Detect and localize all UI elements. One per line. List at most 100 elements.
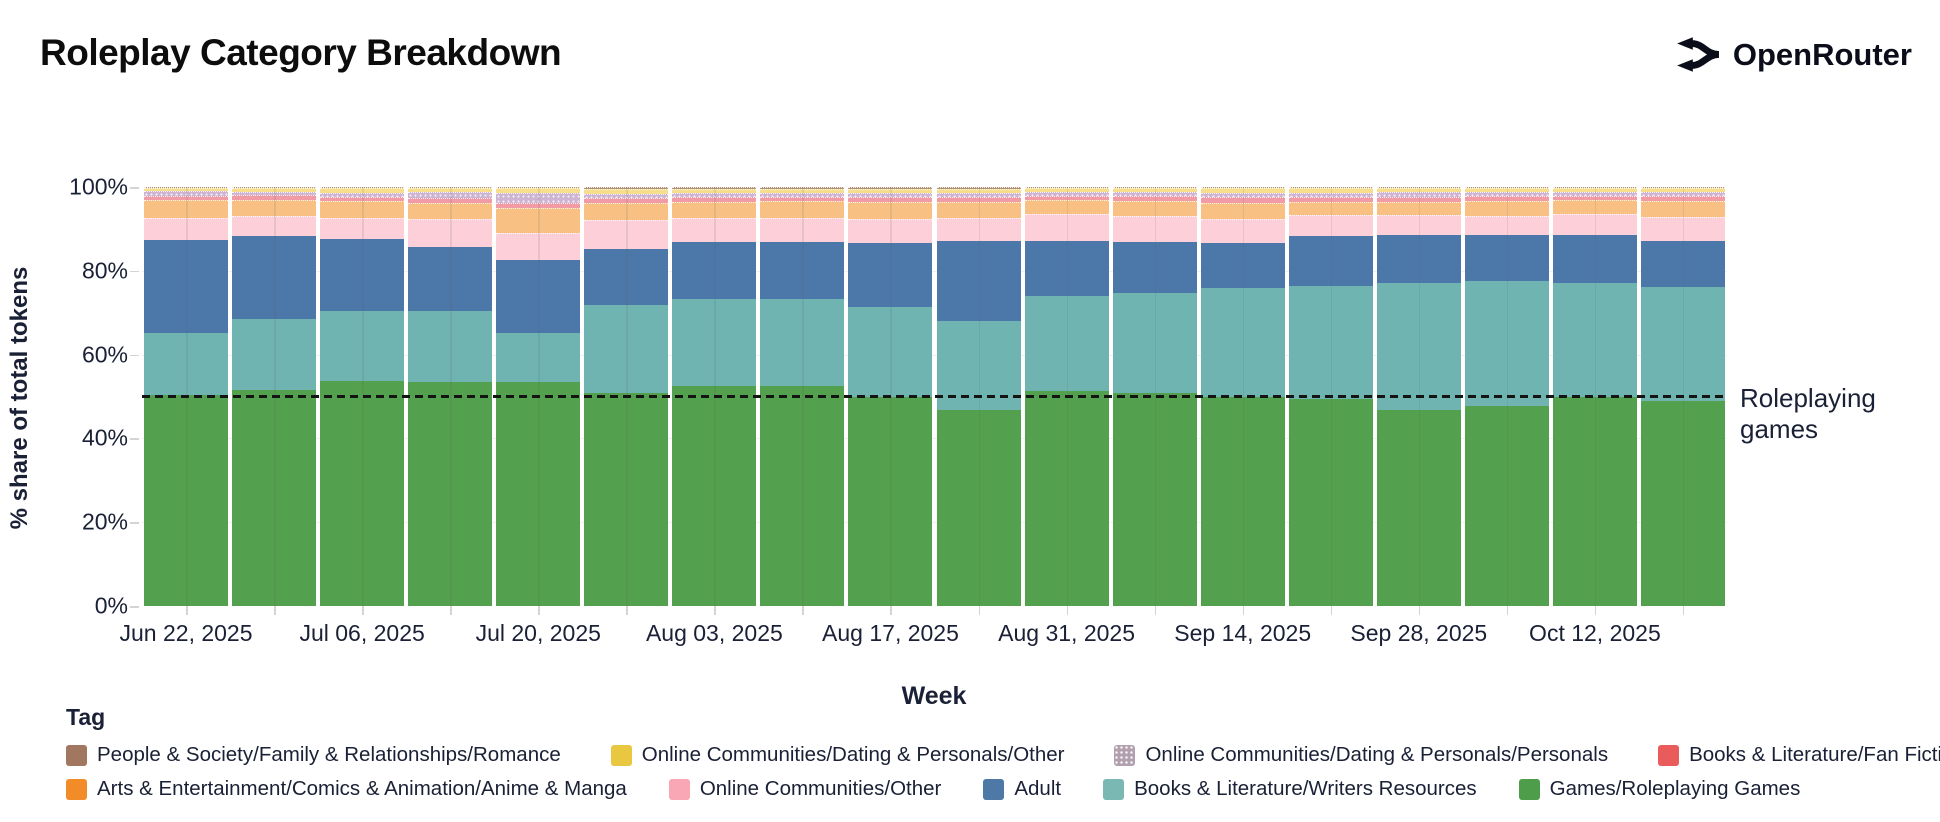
bar-segment-fan_fiction[interactable]	[1464, 196, 1549, 202]
bar-segment-oc_other[interactable]	[1288, 215, 1373, 237]
bar-segment-fan_fiction[interactable]	[320, 196, 405, 202]
bar-segment-anime_manga[interactable]	[232, 200, 317, 216]
bar-segment-anime_manga[interactable]	[408, 202, 493, 219]
bar-segment-rpg[interactable]	[408, 381, 493, 606]
bar-segment-dating_personals[interactable]	[1640, 192, 1725, 197]
bar-segment-anime_manga[interactable]	[1024, 200, 1109, 215]
bar-segment-oc_other[interactable]	[1200, 219, 1285, 243]
bar-segment-rpg[interactable]	[1464, 406, 1549, 606]
bar-week-aug-03-2025[interactable]	[672, 187, 757, 606]
legend-item-dating_other[interactable]: Online Communities/Dating & Personals/Ot…	[610, 743, 1064, 767]
bar-segment-rpg[interactable]	[760, 385, 845, 606]
bar-segment-anime_manga[interactable]	[936, 201, 1021, 218]
bar-segment-writers[interactable]	[1552, 283, 1637, 398]
bar-segment-adult[interactable]	[320, 238, 405, 312]
bar-segment-dating_other[interactable]	[584, 189, 669, 194]
bar-segment-anime_manga[interactable]	[1464, 201, 1549, 216]
bar-segment-romance[interactable]	[496, 187, 581, 189]
bar-segment-writers[interactable]	[320, 311, 405, 381]
bar-segment-anime_manga[interactable]	[144, 200, 229, 219]
bar-segment-dating_other[interactable]	[1288, 188, 1373, 193]
bar-segment-anime_manga[interactable]	[320, 201, 405, 219]
bar-segment-anime_manga[interactable]	[1552, 200, 1637, 215]
bar-segment-romance[interactable]	[760, 187, 845, 189]
bar-week-jun-29-2025[interactable]	[232, 187, 317, 606]
bar-segment-writers[interactable]	[1640, 286, 1725, 402]
bar-segment-fan_fiction[interactable]	[1288, 196, 1373, 202]
bar-week-jul-20-2025[interactable]	[496, 187, 581, 606]
bar-segment-rpg[interactable]	[848, 396, 933, 606]
bar-segment-dating_other[interactable]	[1024, 188, 1109, 193]
bar-segment-oc_other[interactable]	[1376, 215, 1461, 235]
bar-segment-oc_other[interactable]	[232, 215, 317, 236]
bar-segment-rpg[interactable]	[1024, 391, 1109, 606]
bar-segment-oc_other[interactable]	[848, 218, 933, 244]
bar-segment-anime_manga[interactable]	[848, 202, 933, 219]
bar-segment-writers[interactable]	[584, 305, 669, 394]
bar-segment-anime_manga[interactable]	[1376, 201, 1461, 216]
bar-segment-rpg[interactable]	[144, 395, 229, 606]
bar-segment-romance[interactable]	[672, 187, 757, 189]
bar-segment-oc_other[interactable]	[1024, 214, 1109, 241]
bar-segment-rpg[interactable]	[320, 380, 405, 606]
openrouter-brand[interactable]: OpenRouter	[1674, 36, 1912, 73]
bar-segment-dating_personals[interactable]	[1112, 192, 1197, 197]
bar-segment-writers[interactable]	[1376, 282, 1461, 411]
bar-week-aug-17-2025[interactable]	[848, 187, 933, 606]
bar-segment-fan_fiction[interactable]	[672, 197, 757, 202]
bar-segment-romance[interactable]	[1200, 187, 1285, 189]
bar-segment-romance[interactable]	[848, 187, 933, 189]
bar-segment-rpg[interactable]	[232, 390, 317, 606]
bar-segment-writers[interactable]	[672, 299, 757, 387]
bar-segment-adult[interactable]	[1288, 236, 1373, 286]
bar-segment-rpg[interactable]	[584, 393, 669, 606]
bar-week-oct-05-2025[interactable]	[1464, 187, 1549, 606]
bar-segment-rpg[interactable]	[1200, 396, 1285, 606]
bar-segment-writers[interactable]	[1112, 293, 1197, 393]
bar-segment-adult[interactable]	[672, 242, 757, 300]
bar-segment-oc_other[interactable]	[1640, 216, 1725, 241]
bar-segment-adult[interactable]	[1640, 240, 1725, 287]
bar-segment-anime_manga[interactable]	[672, 201, 757, 219]
bar-segment-dating_personals[interactable]	[936, 192, 1021, 197]
bar-segment-oc_other[interactable]	[936, 217, 1021, 241]
bar-segment-dating_other[interactable]	[144, 188, 229, 192]
bar-segment-fan_fiction[interactable]	[848, 197, 933, 203]
bar-segment-dating_personals[interactable]	[320, 192, 405, 197]
bar-segment-writers[interactable]	[1024, 295, 1109, 392]
bar-segment-adult[interactable]	[408, 247, 493, 311]
bar-segment-fan_fiction[interactable]	[1376, 196, 1461, 202]
bar-segment-dating_other[interactable]	[760, 188, 845, 193]
bar-segment-adult[interactable]	[1112, 242, 1197, 294]
bar-segment-dating_personals[interactable]	[144, 191, 229, 196]
bar-segment-dating_other[interactable]	[1640, 188, 1725, 193]
bar-segment-dating_other[interactable]	[496, 188, 581, 193]
bar-segment-romance[interactable]	[1112, 187, 1197, 189]
bar-segment-romance[interactable]	[1288, 187, 1373, 189]
bar-week-oct-12-2025[interactable]	[1552, 187, 1637, 606]
bar-segment-writers[interactable]	[408, 310, 493, 382]
bar-segment-oc_other[interactable]	[1112, 216, 1197, 243]
bar-segment-dating_personals[interactable]	[584, 193, 669, 198]
bar-segment-fan_fiction[interactable]	[1552, 195, 1637, 201]
bar-week-sep-21-2025[interactable]	[1288, 187, 1373, 606]
bar-segment-dating_other[interactable]	[1200, 188, 1285, 193]
bar-segment-rpg[interactable]	[1288, 398, 1373, 606]
bar-segment-fan_fiction[interactable]	[496, 202, 581, 208]
bar-segment-rpg[interactable]	[1112, 392, 1197, 606]
bar-segment-fan_fiction[interactable]	[1024, 195, 1109, 201]
bar-week-jul-13-2025[interactable]	[408, 187, 493, 606]
bar-segment-oc_other[interactable]	[1464, 215, 1549, 236]
bar-segment-romance[interactable]	[408, 187, 493, 189]
bar-segment-fan_fiction[interactable]	[936, 196, 1021, 202]
legend-item-dating_personals[interactable]: Online Communities/Dating & Personals/Pe…	[1114, 743, 1608, 767]
bar-segment-adult[interactable]	[232, 235, 317, 320]
bar-segment-dating_personals[interactable]	[1200, 192, 1285, 198]
bar-segment-fan_fiction[interactable]	[1640, 196, 1725, 202]
bar-segment-anime_manga[interactable]	[1200, 202, 1285, 220]
bar-segment-writers[interactable]	[936, 321, 1021, 410]
bar-segment-rpg[interactable]	[1552, 397, 1637, 606]
bar-segment-anime_manga[interactable]	[584, 202, 669, 221]
bar-segment-writers[interactable]	[760, 299, 845, 386]
bar-segment-dating_other[interactable]	[848, 188, 933, 193]
